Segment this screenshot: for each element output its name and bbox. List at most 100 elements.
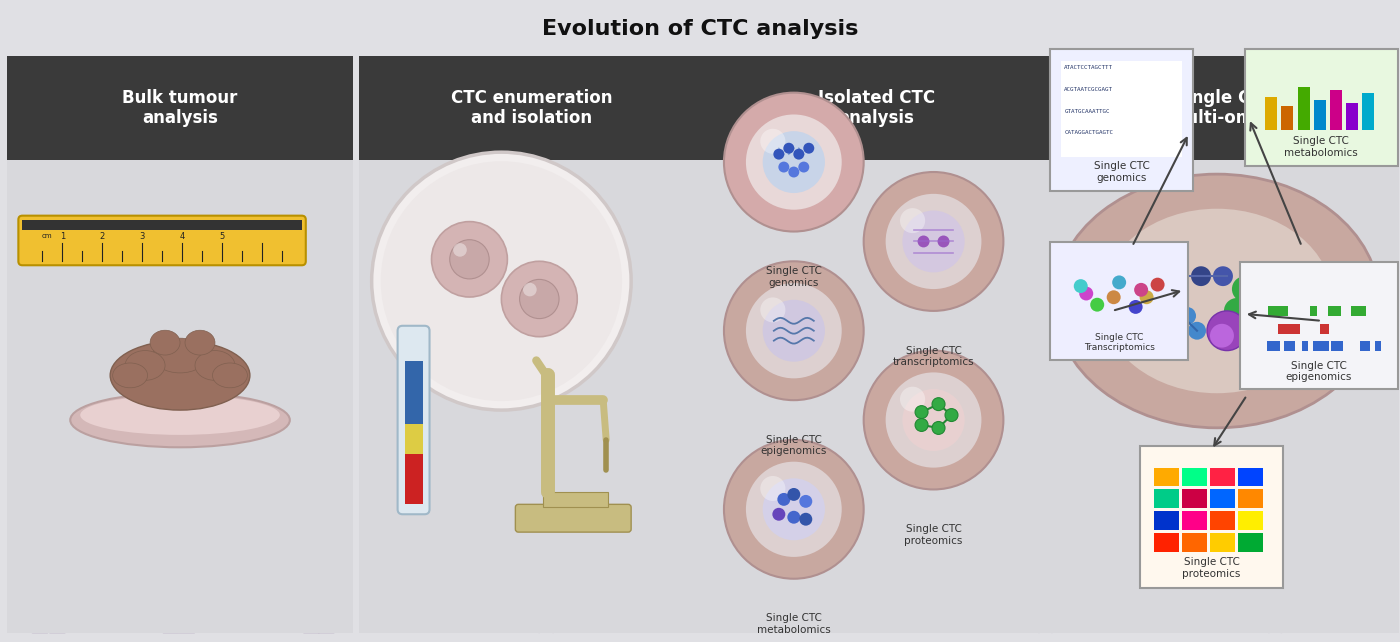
Circle shape xyxy=(524,282,536,297)
Ellipse shape xyxy=(181,462,199,501)
Ellipse shape xyxy=(111,341,249,410)
FancyBboxPatch shape xyxy=(1268,306,1278,316)
FancyBboxPatch shape xyxy=(1281,106,1294,130)
Circle shape xyxy=(1151,277,1165,291)
Ellipse shape xyxy=(309,472,343,566)
Circle shape xyxy=(794,149,804,160)
FancyBboxPatch shape xyxy=(1284,342,1295,351)
FancyBboxPatch shape xyxy=(405,424,423,459)
Circle shape xyxy=(1128,300,1142,314)
Circle shape xyxy=(787,511,801,524)
Circle shape xyxy=(1210,324,1233,347)
Ellipse shape xyxy=(185,330,216,355)
Polygon shape xyxy=(179,553,204,633)
Text: Evolution of CTC analysis: Evolution of CTC analysis xyxy=(542,19,858,39)
Ellipse shape xyxy=(771,395,788,450)
Text: Single CTC
epigenomics: Single CTC epigenomics xyxy=(760,435,827,456)
Circle shape xyxy=(932,397,945,411)
FancyBboxPatch shape xyxy=(7,56,353,160)
Polygon shape xyxy=(539,526,547,633)
Circle shape xyxy=(371,152,631,410)
Ellipse shape xyxy=(1100,209,1333,394)
FancyBboxPatch shape xyxy=(1329,306,1341,316)
FancyBboxPatch shape xyxy=(1361,342,1371,351)
FancyBboxPatch shape xyxy=(1292,324,1301,333)
Circle shape xyxy=(449,239,489,279)
FancyBboxPatch shape xyxy=(1267,342,1280,351)
FancyBboxPatch shape xyxy=(358,160,704,633)
Circle shape xyxy=(1147,266,1168,286)
Text: 3: 3 xyxy=(140,232,144,241)
Ellipse shape xyxy=(150,330,181,355)
FancyBboxPatch shape xyxy=(1282,324,1294,333)
Text: Isolated CTC
analysis: Isolated CTC analysis xyxy=(818,89,935,127)
Circle shape xyxy=(799,513,812,526)
Text: Single CTC
transcriptomics: Single CTC transcriptomics xyxy=(893,345,974,367)
Text: CATAGGACTGAGTC: CATAGGACTGAGTC xyxy=(1064,130,1113,135)
FancyBboxPatch shape xyxy=(1050,56,1399,160)
Circle shape xyxy=(903,211,965,272)
FancyBboxPatch shape xyxy=(1266,96,1277,130)
Circle shape xyxy=(724,440,864,578)
FancyBboxPatch shape xyxy=(1182,533,1207,552)
Ellipse shape xyxy=(542,404,559,457)
FancyBboxPatch shape xyxy=(1278,324,1288,333)
FancyBboxPatch shape xyxy=(1050,49,1193,191)
Circle shape xyxy=(519,279,559,318)
Circle shape xyxy=(773,508,785,521)
Circle shape xyxy=(787,488,801,501)
Ellipse shape xyxy=(1054,174,1379,428)
Circle shape xyxy=(746,114,841,210)
FancyBboxPatch shape xyxy=(1210,511,1235,530)
Circle shape xyxy=(804,143,815,153)
Text: GTATGCAAATTGC: GTATGCAAATTGC xyxy=(1064,108,1110,114)
Circle shape xyxy=(746,462,841,557)
Circle shape xyxy=(1239,288,1264,314)
Text: ATACTCCTAGCTTT: ATACTCCTAGCTTT xyxy=(1064,65,1113,70)
Circle shape xyxy=(916,406,928,419)
Circle shape xyxy=(1232,276,1257,302)
Text: Single CTC
metabolomics: Single CTC metabolomics xyxy=(1284,136,1358,158)
Ellipse shape xyxy=(169,495,204,575)
Circle shape xyxy=(763,478,825,541)
Circle shape xyxy=(1212,266,1233,286)
Circle shape xyxy=(1079,286,1093,300)
FancyBboxPatch shape xyxy=(1351,306,1357,316)
Ellipse shape xyxy=(195,351,235,380)
Circle shape xyxy=(1169,266,1189,286)
Ellipse shape xyxy=(125,351,165,380)
Circle shape xyxy=(1224,298,1250,324)
Circle shape xyxy=(760,476,785,501)
FancyBboxPatch shape xyxy=(1238,489,1263,508)
FancyBboxPatch shape xyxy=(543,492,608,507)
Circle shape xyxy=(777,493,791,506)
Text: 5: 5 xyxy=(220,232,224,241)
FancyBboxPatch shape xyxy=(1278,324,1287,333)
Circle shape xyxy=(431,221,507,297)
FancyBboxPatch shape xyxy=(1302,342,1308,351)
FancyBboxPatch shape xyxy=(1238,533,1263,552)
FancyBboxPatch shape xyxy=(1210,533,1235,552)
FancyBboxPatch shape xyxy=(1238,467,1263,487)
FancyBboxPatch shape xyxy=(1310,306,1317,316)
Text: 1: 1 xyxy=(60,232,64,241)
Circle shape xyxy=(916,419,928,431)
FancyBboxPatch shape xyxy=(22,220,302,230)
FancyBboxPatch shape xyxy=(1210,467,1235,487)
Text: Single CTC
proteomics: Single CTC proteomics xyxy=(1182,557,1240,578)
Text: 4: 4 xyxy=(179,232,185,241)
Circle shape xyxy=(938,236,949,247)
Polygon shape xyxy=(1039,517,1047,633)
Circle shape xyxy=(1191,266,1211,286)
Ellipse shape xyxy=(1266,429,1292,548)
FancyBboxPatch shape xyxy=(1050,243,1189,360)
Circle shape xyxy=(763,131,825,193)
FancyBboxPatch shape xyxy=(1298,87,1309,130)
Ellipse shape xyxy=(49,500,70,530)
Circle shape xyxy=(746,283,841,378)
Ellipse shape xyxy=(321,433,339,479)
Polygon shape xyxy=(1051,517,1060,633)
Circle shape xyxy=(1091,298,1105,311)
FancyBboxPatch shape xyxy=(1331,342,1343,351)
FancyBboxPatch shape xyxy=(1050,160,1399,633)
